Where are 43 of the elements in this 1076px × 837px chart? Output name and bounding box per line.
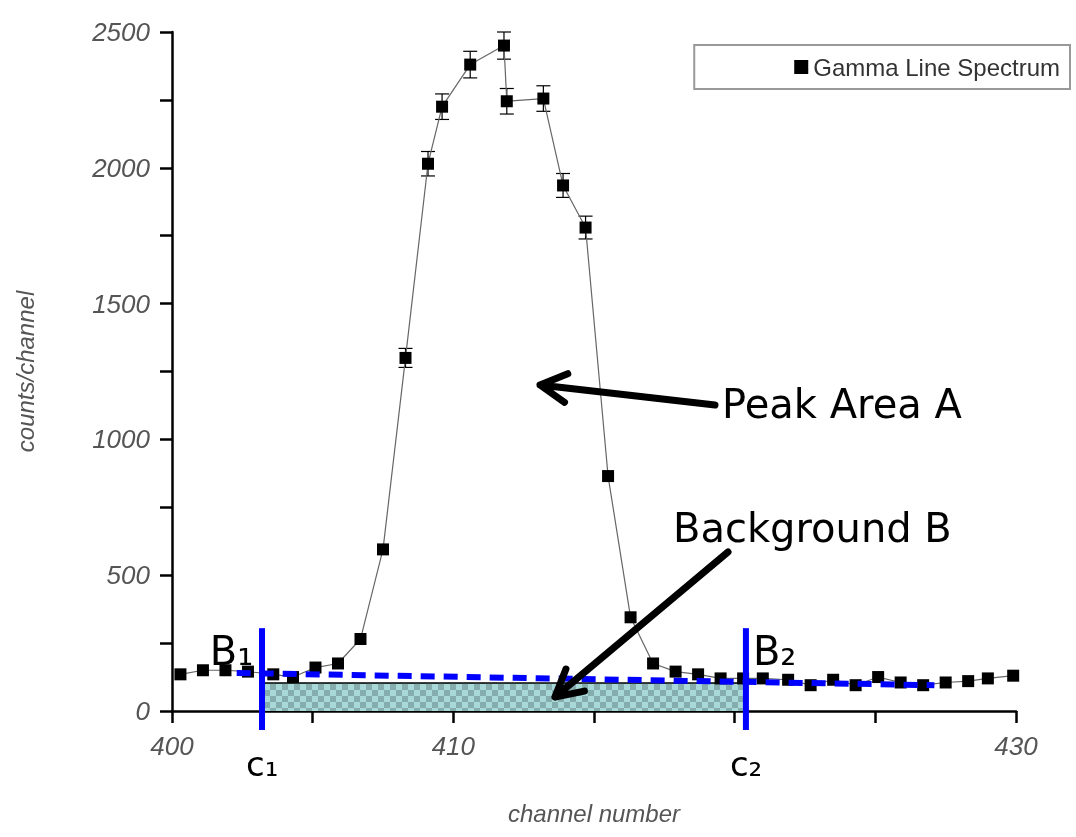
point [1007,669,1020,682]
point [174,668,187,681]
point [422,157,435,170]
point [464,58,477,71]
point [399,351,412,364]
point [196,664,209,677]
point [692,668,705,681]
point [624,611,637,624]
point [647,657,660,670]
point [354,633,367,646]
point [377,543,389,556]
y-tick-label: 0 [135,696,151,726]
point [579,221,592,234]
y-tick-label: 500 [106,560,151,591]
point [557,179,570,192]
annotation: B₁ [209,627,254,674]
y-tick-label: 1000 [92,424,151,455]
y-tick-label: 2000 [91,152,151,183]
x-tick-label: 410 [431,731,476,761]
ref-line-label: c₂ [729,744,763,784]
point [872,671,885,684]
x-tick-label: 400 [150,731,195,761]
point [981,672,994,685]
point [219,664,232,677]
point [500,95,513,108]
y-axis-title: counts/channel [11,290,39,453]
legend-label: Gamma Line Spectrum [813,53,1060,81]
point [602,470,615,483]
annotation: Background B [673,505,952,551]
x-tick-label: 430 [994,731,1039,761]
point [669,665,682,678]
x-axis-title: channel number [507,799,682,827]
point [497,39,510,52]
point [331,657,344,670]
annotation: Peak Area A [722,381,963,427]
y-tick-label: 2500 [91,17,151,47]
point [962,675,975,688]
y-tick-label: 1500 [92,288,151,319]
point [939,676,952,689]
point [436,100,449,113]
point [537,92,550,105]
annotation: B₂ [752,628,797,675]
ref-line-label: c₁ [246,744,279,784]
